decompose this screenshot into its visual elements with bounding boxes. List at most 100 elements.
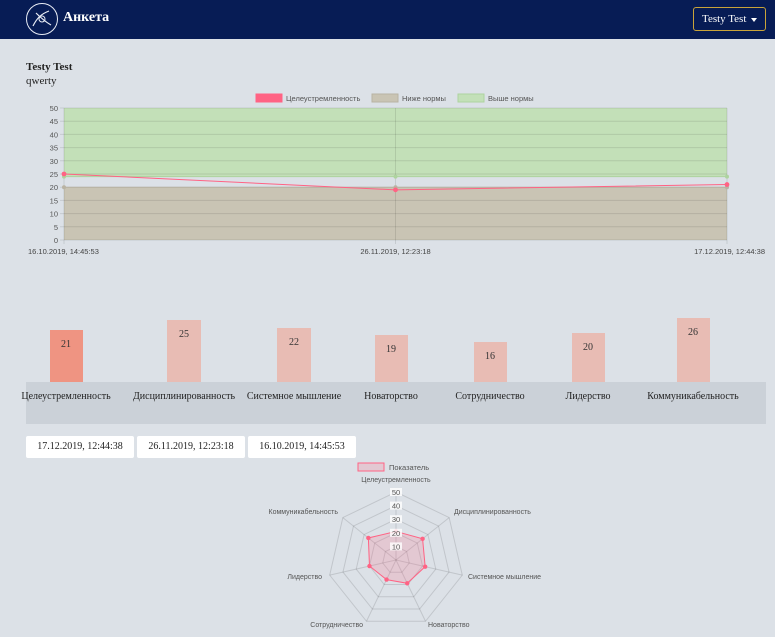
radar-tick-label: 10 — [392, 542, 400, 551]
radar-tick-label: 40 — [392, 502, 400, 511]
legend-swatch — [255, 93, 283, 103]
user-menu-button[interactable]: Testy Test — [693, 7, 766, 31]
bar-category-label: Дисциплинированность — [132, 391, 236, 402]
radar-grid-ring — [382, 545, 410, 573]
bar-value-label: 16 — [485, 351, 495, 363]
y-tick-label: 15 — [50, 196, 58, 205]
above-norm-point — [725, 174, 729, 179]
bar-value-label: 25 — [179, 329, 189, 341]
logo-emblem-icon — [32, 10, 52, 27]
date-button[interactable]: 26.11.2019, 12:23:18 — [137, 436, 245, 458]
radar-tick-label: 30 — [392, 515, 400, 524]
radar-tick-bg — [390, 542, 402, 551]
radar-tick-bg — [390, 501, 402, 510]
bar-value-label: 21 — [61, 339, 71, 351]
y-tick-label: 35 — [50, 144, 58, 153]
x-tick-label: 17.12.2019, 12:44:38 — [694, 247, 765, 256]
bar-value-label: 26 — [688, 326, 698, 338]
bar[interactable]: 25 — [167, 320, 201, 382]
legend-label: Ниже нормы — [402, 94, 446, 103]
line-chart: Целеустремленность Ниже нормы Выше нормы 0 5… — [28, 93, 765, 256]
radar-tick-label: 20 — [392, 529, 400, 538]
radar-tick-bg — [390, 515, 402, 524]
bar-category-label: Системное мышление — [246, 391, 342, 402]
radar-axis-label: Лидерство — [287, 574, 322, 581]
radar-axis-label: Системное мышление — [468, 574, 541, 581]
legend-label: Целеустремленность — [286, 94, 360, 103]
legend-swatch — [457, 93, 485, 103]
radar-spoke — [395, 559, 463, 576]
bar-category-label: Коммуникабельность — [647, 391, 739, 402]
bar[interactable]: 26 — [676, 317, 710, 382]
radar-grid-ring — [368, 532, 424, 586]
top-navbar: Анкета Testy Test — [0, 0, 775, 39]
bar-value-label: 19 — [386, 344, 396, 356]
bar-value-label: 22 — [289, 336, 299, 348]
radar-chart: Показатель 10 20 30 40 50 Целеустремленность Ди… — [269, 462, 541, 629]
app-title[interactable]: Анкета — [63, 10, 110, 25]
radar-data-point — [420, 536, 425, 542]
series-point — [61, 171, 67, 177]
caret-down-icon — [751, 18, 757, 22]
radar-tick-label: 50 — [392, 488, 400, 497]
y-tick-label: 0 — [54, 236, 58, 245]
bar-category-strip: Целеустремленность Дисциплинированность Си… — [21, 382, 766, 424]
radar-axis-label: Коммуникабельность — [269, 508, 339, 516]
y-tick-label: 50 — [50, 104, 58, 113]
legend-swatch — [371, 93, 399, 103]
radar-legend-label: Показатель — [389, 463, 429, 472]
x-tick-label: 26.11.2019, 12:23:18 — [360, 247, 430, 256]
bar[interactable]: 20 — [571, 332, 605, 382]
below-norm-area — [64, 187, 727, 240]
bar-chart: 21 25 22 19 16 20 26 Целеустремленность Дисципли… — [21, 300, 766, 424]
bar-category-label: Лидерство — [565, 391, 611, 402]
y-tick-label: 25 — [50, 170, 58, 179]
radar-legend-swatch — [357, 462, 385, 472]
radar-axis-label: Новаторство — [428, 622, 470, 629]
user-menu-label: Testy Test — [702, 13, 747, 25]
x-tick-label: 16.10.2019, 14:45:53 — [28, 247, 99, 256]
radar-data-point — [405, 581, 410, 586]
bar-value-label: 20 — [583, 341, 593, 353]
radar-data-point — [366, 535, 371, 541]
logo[interactable] — [26, 3, 58, 35]
profile-subtitle: qwerty — [26, 75, 57, 87]
bar-category-label: Новаторство — [364, 391, 418, 402]
radar-axis-label: Сотрудничество — [310, 622, 363, 629]
series-point — [393, 187, 398, 193]
radar-spoke — [366, 559, 397, 622]
bar[interactable]: 16 — [473, 342, 507, 382]
radar-spoke — [329, 559, 397, 576]
series-point — [724, 182, 730, 187]
y-tick-label: 5 — [54, 223, 58, 232]
y-tick-label: 10 — [50, 210, 58, 219]
date-button[interactable]: 17.12.2019, 12:44:38 — [26, 436, 134, 458]
radar-data-point — [367, 563, 372, 569]
radar-tick-bg — [390, 488, 402, 496]
below-norm-point — [62, 185, 66, 190]
y-tick-label: 30 — [50, 157, 58, 166]
radar-grid-ring — [355, 518, 437, 598]
above-norm-point — [393, 174, 398, 179]
bar[interactable]: 19 — [374, 335, 408, 382]
y-tick-label: 45 — [50, 117, 58, 126]
radar-axis-label: Целеустремленность — [361, 477, 431, 484]
radar-tick-bg — [390, 528, 402, 537]
above-norm-area — [64, 108, 727, 177]
date-button[interactable]: 16.10.2019, 14:45:53 — [248, 436, 356, 458]
profile-name: Testy Test — [26, 61, 73, 73]
y-tick-label: 20 — [50, 183, 58, 192]
radar-axis-label: Дисциплинированность — [454, 509, 531, 516]
legend-label: Выше нормы — [488, 94, 534, 103]
bar-category-label: Целеустремленность — [21, 391, 111, 402]
bar-category-label: Сотрудничество — [455, 391, 525, 402]
bar[interactable]: 22 — [277, 327, 311, 382]
radar-data-area — [367, 530, 426, 584]
radar-data-point — [384, 577, 389, 582]
radar-spoke — [395, 559, 426, 622]
radar-data-point — [422, 564, 428, 569]
radar-grid-ring — [329, 491, 463, 622]
bar[interactable]: 21 — [49, 330, 83, 382]
y-tick-label: 40 — [50, 130, 58, 139]
radar-grid-ring — [342, 505, 450, 610]
